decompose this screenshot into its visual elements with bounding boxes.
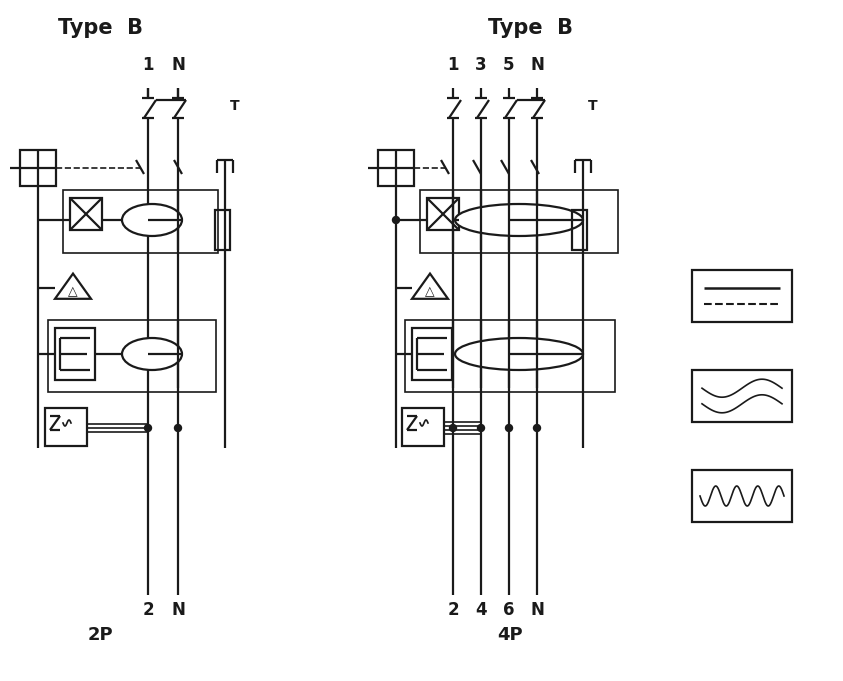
Bar xyxy=(378,150,414,186)
Text: 6: 6 xyxy=(503,601,515,619)
Circle shape xyxy=(393,217,400,223)
Text: 5: 5 xyxy=(503,56,515,74)
Circle shape xyxy=(534,424,540,432)
Bar xyxy=(572,210,587,250)
Circle shape xyxy=(506,424,513,432)
Circle shape xyxy=(144,424,152,432)
Bar xyxy=(420,190,618,253)
Ellipse shape xyxy=(122,338,182,370)
Circle shape xyxy=(175,424,181,432)
Bar xyxy=(402,408,444,446)
Bar xyxy=(45,408,87,446)
Text: 4P: 4P xyxy=(497,626,523,644)
Bar xyxy=(692,270,792,322)
Text: N: N xyxy=(171,601,185,619)
Bar xyxy=(427,198,459,230)
Text: 3: 3 xyxy=(475,56,486,74)
Text: N: N xyxy=(171,56,185,74)
Bar xyxy=(20,150,56,186)
Bar xyxy=(692,470,792,522)
Text: Type  B: Type B xyxy=(57,18,142,38)
Bar xyxy=(55,328,95,380)
Text: 2: 2 xyxy=(142,601,153,619)
Bar xyxy=(412,328,452,380)
Text: 2: 2 xyxy=(447,601,459,619)
Text: N: N xyxy=(530,56,544,74)
Circle shape xyxy=(449,424,457,432)
Circle shape xyxy=(477,424,485,432)
Text: N: N xyxy=(530,601,544,619)
Text: 2P: 2P xyxy=(87,626,113,644)
Bar xyxy=(63,190,218,253)
Bar xyxy=(215,210,230,250)
Bar xyxy=(70,198,102,230)
Text: T: T xyxy=(230,99,239,113)
Text: 1: 1 xyxy=(448,56,459,74)
Bar xyxy=(692,370,792,422)
Ellipse shape xyxy=(455,338,583,370)
Ellipse shape xyxy=(455,204,583,236)
Bar xyxy=(405,320,615,392)
Text: 1: 1 xyxy=(142,56,153,74)
Bar xyxy=(48,320,216,392)
Text: △: △ xyxy=(425,285,435,298)
Text: Type  B: Type B xyxy=(487,18,572,38)
Text: △: △ xyxy=(68,285,78,298)
Text: 4: 4 xyxy=(475,601,486,619)
Ellipse shape xyxy=(122,204,182,236)
Text: T: T xyxy=(588,99,598,113)
